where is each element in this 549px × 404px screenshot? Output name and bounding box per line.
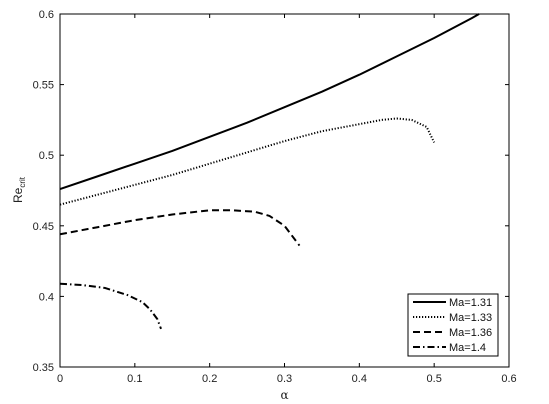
x-tick-label: 0.5 (427, 373, 442, 385)
series-layer (59, 13, 480, 330)
y-tick-label: 0.6 (39, 9, 54, 21)
x-tick-label: 0.2 (202, 373, 217, 385)
series-line-4 (59, 282, 162, 330)
x-tick-label: 0 (57, 373, 63, 385)
series-line-3 (59, 209, 301, 247)
x-tick-label: 0.4 (352, 373, 367, 385)
series-line-2 (59, 117, 436, 206)
x-tick-label: 0.6 (501, 373, 516, 385)
ticks-layer: 0 0.1 0.2 0.3 0.4 0.5 0.6 0.35 0.4 0.45 0.5 0.55 0.6 (33, 9, 517, 385)
y-axis-label-main: Re (11, 187, 25, 203)
x-tick-label: 0.3 (277, 373, 292, 385)
y-tick-label: 0.45 (33, 221, 54, 233)
legend-label: Ma=1.36 (449, 327, 492, 339)
legend-label: Ma=1.4 (449, 342, 486, 354)
svg-text:Recrit: Recrit (11, 176, 27, 203)
y-tick-label: 0.4 (39, 291, 54, 303)
legend: Ma=1.31 Ma=1.33 Ma=1.36 Ma=1.4 (407, 293, 499, 357)
legend-box (407, 293, 499, 357)
series-line-1 (59, 13, 480, 191)
y-axis-label: Recrit (11, 176, 27, 203)
y-axis-label-sub: crit (18, 176, 27, 187)
y-tick-label: 0.55 (33, 80, 54, 92)
y-tick-label: 0.35 (33, 362, 54, 374)
legend-label: Ma=1.31 (449, 297, 492, 309)
legend-label: Ma=1.33 (449, 312, 492, 324)
y-tick-label: 0.5 (39, 150, 54, 162)
x-axis-label: α (280, 388, 288, 402)
x-tick-label: 0.1 (127, 373, 142, 385)
